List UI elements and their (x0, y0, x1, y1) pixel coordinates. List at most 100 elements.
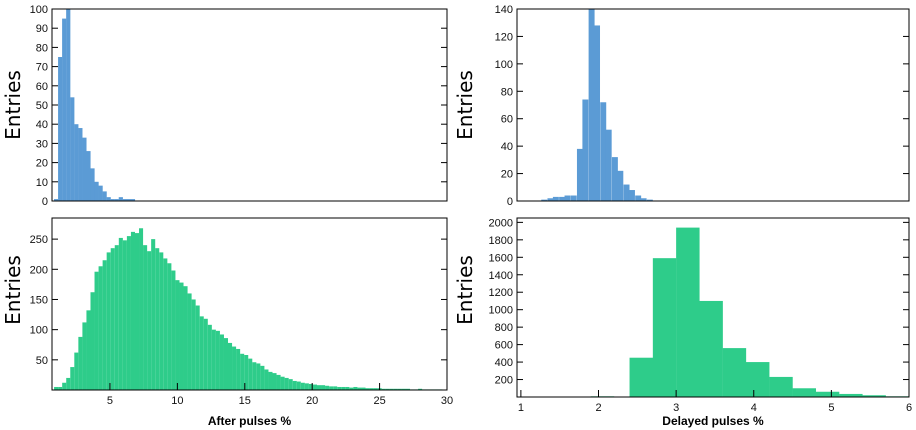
y-tick-label: 150 (30, 294, 48, 306)
bar (547, 198, 554, 201)
y-tick-label: 80 (501, 86, 513, 98)
bar (623, 184, 630, 201)
x-tick-label: 15 (239, 395, 251, 407)
bar (268, 371, 273, 390)
y-tick-label: 80 (36, 42, 48, 54)
y-tick-label: 100 (30, 4, 48, 16)
bar (66, 377, 71, 390)
bar (171, 270, 176, 390)
bar (78, 128, 83, 201)
bar (236, 348, 241, 390)
bar (594, 25, 601, 202)
plot-frame (516, 8, 910, 202)
x-tick-label: 3 (673, 402, 679, 414)
x-tick-label: 2 (595, 402, 601, 414)
bar (312, 384, 317, 390)
y-tick-label: 1400 (489, 270, 513, 282)
bar (207, 324, 212, 390)
bar (349, 387, 354, 390)
bar (58, 57, 63, 201)
bar (389, 388, 394, 390)
bar (114, 199, 119, 201)
bar (605, 129, 612, 201)
bar (110, 199, 115, 201)
bar (106, 252, 111, 390)
bar (228, 342, 233, 390)
bar (646, 199, 653, 201)
y-tick-label: 800 (495, 322, 513, 334)
y-tick-label: 140 (495, 4, 513, 16)
bar (139, 228, 144, 390)
y-axis-label: Entries (1, 70, 25, 140)
chart-delayed-hist-a: 0 20 40 60 80 100 120 140 Entries (453, 4, 910, 208)
y-tick-label: 0 (42, 196, 48, 208)
bar (628, 190, 635, 201)
bar (769, 376, 793, 397)
x-tick-label: 5 (107, 395, 113, 407)
bar (126, 199, 132, 201)
bar (183, 286, 188, 390)
bar (369, 388, 374, 390)
bar (393, 388, 398, 390)
y-tick-label: 0 (507, 196, 513, 208)
y-tick-label: 60 (501, 114, 513, 126)
bar (179, 282, 184, 390)
y-tick-label: 1800 (489, 235, 513, 247)
y-tick-label: 60 (36, 81, 48, 93)
bar (90, 168, 95, 201)
bar (640, 198, 647, 201)
bar (815, 391, 840, 397)
bar (78, 336, 83, 390)
bar (203, 318, 208, 390)
bar (792, 388, 816, 397)
plot-frame (51, 217, 448, 391)
bar (163, 258, 168, 390)
x-tick-label: 5 (828, 402, 834, 414)
bar (365, 388, 370, 390)
y-tick-label: 50 (36, 100, 48, 112)
bar (629, 357, 653, 397)
bar (292, 380, 297, 390)
bar (381, 388, 386, 390)
bar (155, 248, 160, 390)
bar (191, 299, 196, 390)
bar (329, 386, 334, 390)
bar (722, 348, 747, 397)
y-tick-label: 20 (501, 169, 513, 181)
bar (304, 383, 309, 390)
x-tick-label: 1 (518, 402, 524, 414)
bar (90, 292, 95, 390)
x-tick-label: 4 (751, 402, 757, 414)
bar (74, 352, 79, 390)
bar (86, 310, 91, 390)
y-tick-label: 40 (501, 141, 513, 153)
bar (252, 362, 257, 390)
bar (582, 99, 589, 201)
y-axis-label: Entries (1, 255, 25, 325)
bar (264, 369, 269, 390)
y-tick-label: 50 (36, 355, 48, 367)
y-tick-label: 600 (495, 340, 513, 352)
bar (66, 9, 71, 201)
bar (102, 260, 107, 390)
bar (122, 240, 127, 390)
x-tick-label: 30 (441, 395, 453, 407)
x-tick-label: 20 (306, 395, 318, 407)
x-tick-label: 6 (906, 402, 912, 414)
bar (167, 263, 172, 390)
bar (337, 386, 342, 390)
bar (272, 373, 277, 390)
bar (130, 199, 136, 201)
y-tick-label: 2000 (489, 217, 513, 229)
bar (418, 388, 423, 390)
bar (570, 195, 577, 201)
x-tick-label: 25 (373, 395, 385, 407)
bar (321, 385, 326, 390)
bar (151, 239, 156, 390)
bar (240, 353, 245, 390)
bar (260, 365, 265, 390)
bar (308, 383, 313, 390)
bar (361, 387, 366, 390)
x-axis-label: Delayed pulses % (662, 414, 764, 428)
bar (699, 300, 723, 397)
